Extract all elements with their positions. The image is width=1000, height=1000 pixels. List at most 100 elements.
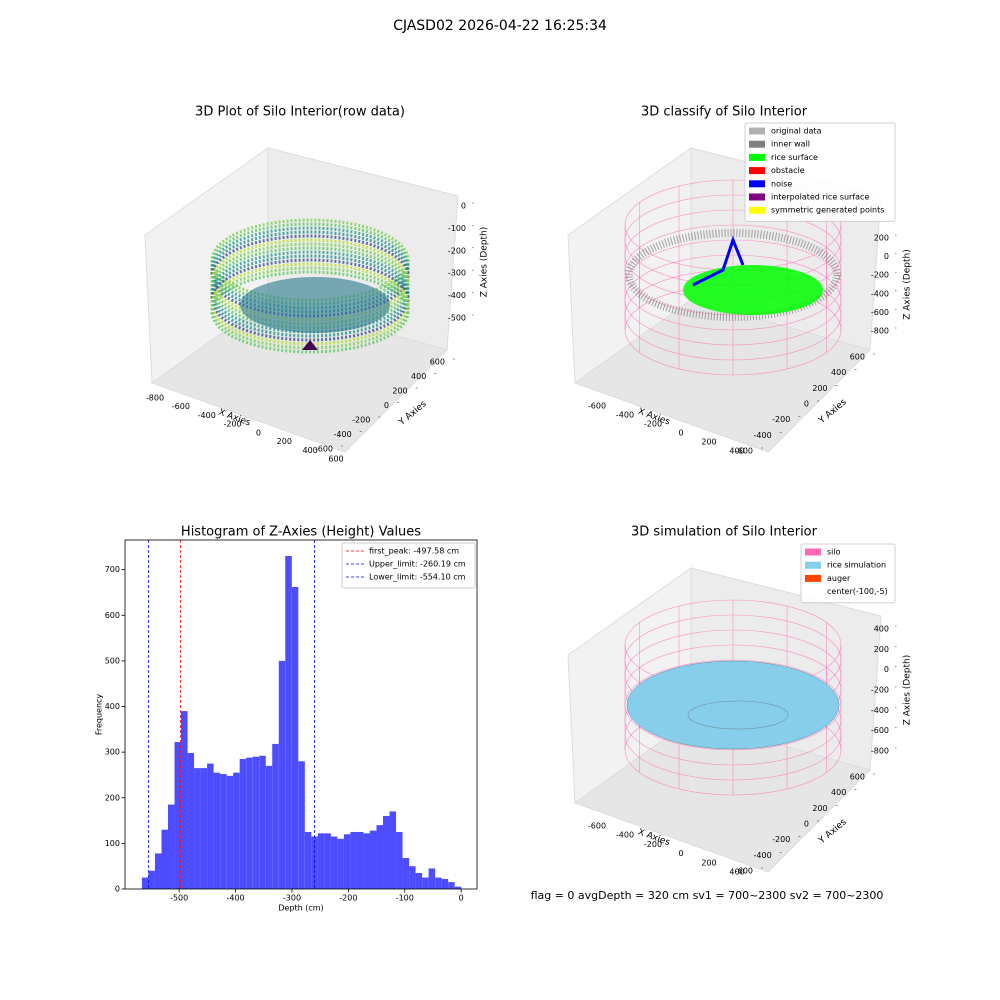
y-tick-label: -400 bbox=[334, 430, 352, 439]
wall-points bbox=[625, 229, 841, 321]
legend-box bbox=[800, 543, 896, 604]
legend-swatch bbox=[749, 167, 765, 175]
x-tick-label: -200 bbox=[223, 420, 241, 429]
bar bbox=[454, 886, 462, 889]
x-tick-label: -200 bbox=[339, 894, 357, 903]
bar bbox=[363, 833, 370, 889]
legend-label: obstacle bbox=[771, 166, 805, 175]
z-tick-label: 200 bbox=[874, 234, 889, 243]
bar bbox=[291, 586, 299, 889]
bar bbox=[298, 761, 305, 889]
bar bbox=[265, 765, 273, 889]
legend-label: Upper_limit: -260.19 cm bbox=[369, 560, 466, 569]
x-tick-label: 400 bbox=[729, 868, 744, 877]
bar bbox=[207, 763, 214, 889]
pane-floor bbox=[573, 719, 871, 873]
legend-label: Lower_limit: -554.10 cm bbox=[369, 573, 466, 582]
bar bbox=[233, 772, 240, 889]
z-tick-label: -300 bbox=[448, 269, 466, 278]
bar bbox=[200, 768, 208, 889]
z-tick-label: -200 bbox=[871, 686, 889, 695]
legend-swatch bbox=[805, 548, 821, 556]
y-tick-label: -400 bbox=[754, 851, 772, 860]
bar bbox=[278, 660, 286, 889]
legend-label: first_peak: -497.58 cm bbox=[369, 547, 459, 556]
bar bbox=[343, 834, 351, 889]
bar bbox=[252, 756, 260, 889]
y-tick-label: -600 bbox=[735, 867, 753, 876]
z-tick-label: -500 bbox=[448, 314, 466, 323]
suptitle: CJASD02 2026-04-22 16:25:34 bbox=[393, 18, 607, 34]
y-tick-label: 600 bbox=[850, 773, 865, 782]
bar bbox=[330, 836, 338, 889]
bar bbox=[141, 877, 149, 889]
cone-tip bbox=[302, 340, 318, 350]
y-tick-label: -200 bbox=[352, 416, 370, 425]
bar bbox=[187, 753, 195, 889]
y-tick-label: 0 bbox=[384, 401, 389, 410]
panel-title: 3D simulation of Silo Interior bbox=[631, 525, 818, 540]
x-tick-label: 0 bbox=[678, 849, 683, 858]
y-tick-label: 200 bbox=[812, 384, 827, 393]
x-tick-label: -400 bbox=[226, 894, 244, 903]
legend-label: symmetric generated points bbox=[771, 206, 884, 215]
bar bbox=[428, 868, 436, 889]
footer-text: flag = 0 avgDepth = 320 cm sv1 = 700~230… bbox=[531, 889, 884, 902]
z-tick-label: -600 bbox=[871, 726, 889, 735]
x-tick-label: -400 bbox=[616, 411, 634, 420]
rice-surface bbox=[626, 660, 840, 750]
z-tick-label: -800 bbox=[871, 327, 889, 336]
x-tick-label: 0 bbox=[256, 428, 261, 437]
bar bbox=[194, 768, 201, 889]
legend-swatch bbox=[749, 180, 765, 188]
noise-points bbox=[692, 235, 745, 287]
pane-floor bbox=[573, 299, 871, 453]
x-tick-label: 200 bbox=[701, 858, 716, 867]
y-tick-label: 100 bbox=[105, 839, 120, 848]
y-tick-label: 400 bbox=[831, 788, 846, 797]
z-tick-label: 400 bbox=[874, 625, 889, 634]
bar bbox=[304, 831, 312, 889]
z-tick-label: -400 bbox=[871, 706, 889, 715]
x-tick-label: -600 bbox=[588, 822, 606, 831]
x-tick-label: 200 bbox=[701, 438, 716, 447]
bar bbox=[324, 833, 331, 889]
y-tick-label: 600 bbox=[430, 358, 445, 367]
z-tick-label: -100 bbox=[448, 224, 466, 233]
legend-swatch bbox=[749, 127, 765, 135]
bar bbox=[441, 878, 449, 889]
bar bbox=[448, 882, 455, 889]
bar bbox=[396, 831, 403, 889]
y-tick-label: 0 bbox=[115, 885, 120, 894]
x-tick-label: -200 bbox=[644, 420, 662, 429]
legend-swatch bbox=[805, 561, 821, 569]
bar bbox=[376, 825, 384, 889]
bar bbox=[220, 774, 227, 889]
x-tick-label: -200 bbox=[644, 840, 662, 849]
bar bbox=[383, 816, 390, 889]
bar bbox=[148, 870, 155, 889]
bar bbox=[369, 830, 377, 889]
x-tick-label: -400 bbox=[616, 831, 634, 840]
bar bbox=[181, 711, 188, 889]
legend-label: silo bbox=[827, 548, 841, 557]
panel-title: Histogram of Z-Axies (Height) Values bbox=[181, 525, 421, 540]
legend-label: inner wall bbox=[771, 140, 810, 149]
legend-label: rice simulation bbox=[827, 561, 886, 570]
z-tick-label: 0 bbox=[884, 665, 889, 674]
x-tick-label: 400 bbox=[303, 446, 318, 455]
bar bbox=[154, 853, 162, 889]
y-tick-label: -200 bbox=[772, 835, 790, 844]
bar bbox=[246, 757, 253, 889]
legend-label: noise bbox=[771, 179, 792, 188]
y-tick-label: 400 bbox=[105, 702, 120, 711]
rice-bottom bbox=[240, 277, 390, 333]
y-tick-label: 200 bbox=[812, 804, 827, 813]
y-tick-label: -200 bbox=[772, 415, 790, 424]
y-tick-label: -400 bbox=[754, 431, 772, 440]
rice-points bbox=[683, 265, 823, 315]
y-tick-label: 0 bbox=[804, 400, 809, 409]
y-tick-label: 400 bbox=[831, 368, 846, 377]
x-tick-label: 200 bbox=[277, 437, 292, 446]
legend-label: auger bbox=[827, 574, 851, 583]
